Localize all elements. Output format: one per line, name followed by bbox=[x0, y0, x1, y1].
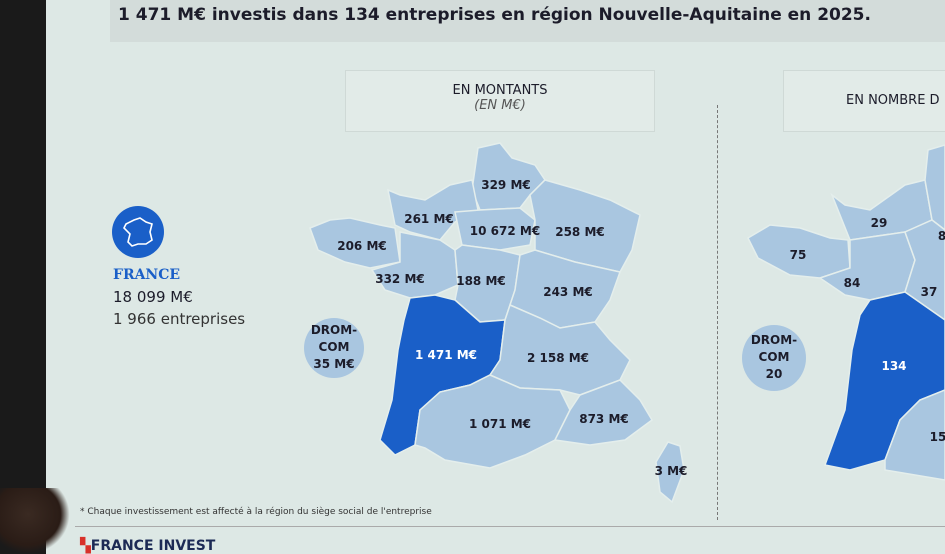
count-label-idf: 8 bbox=[938, 229, 945, 243]
drom-com-amount: DROM- COM 35 M€ bbox=[304, 318, 364, 378]
drom-label: DROM- bbox=[750, 333, 798, 347]
drom-label: COM bbox=[318, 340, 350, 354]
counts-header: EN NOMBRE D bbox=[846, 93, 940, 108]
amounts-header: EN MONTANTS bbox=[452, 83, 548, 98]
count-region-occitanie[interactable] bbox=[884, 389, 945, 481]
drom-value: 20 bbox=[765, 367, 783, 381]
drom-label: DROM- bbox=[310, 323, 358, 337]
drom-value: 35 M€ bbox=[313, 357, 355, 371]
slide-title: 1 471 M€ investis dans 134 entreprises e… bbox=[118, 5, 871, 25]
logo-text: FRANCE INVEST bbox=[90, 538, 216, 554]
label-corse: 3 M€ bbox=[655, 464, 688, 478]
amounts-header-box: EN MONTANTS (EN M€) bbox=[345, 70, 655, 132]
label-normandie: 261 M€ bbox=[404, 212, 454, 226]
count-label-pdl: 84 bbox=[844, 276, 861, 290]
label-idf: 10 672 M€ bbox=[470, 224, 540, 238]
france-map-icon bbox=[112, 206, 164, 258]
france-label: FRANCE bbox=[113, 267, 181, 283]
footer-divider bbox=[75, 526, 945, 527]
label-pdl: 332 M€ bbox=[375, 272, 425, 286]
amounts-unit: (EN M€) bbox=[474, 98, 526, 113]
label-grandest: 258 M€ bbox=[555, 225, 605, 239]
label-na: 1 471 M€ bbox=[415, 348, 477, 362]
label-paca: 873 M€ bbox=[579, 412, 629, 426]
france-companies: 1 966 entreprises bbox=[113, 310, 246, 328]
label-ara: 2 158 M€ bbox=[527, 351, 589, 365]
label-bfc: 243 M€ bbox=[543, 285, 593, 299]
count-region-north[interactable] bbox=[924, 144, 945, 231]
count-label-normandie: 29 bbox=[871, 216, 888, 230]
count-region-centre[interactable] bbox=[904, 219, 945, 321]
count-label-na: 134 bbox=[881, 359, 906, 373]
counts-header-box: EN NOMBRE D bbox=[783, 70, 945, 132]
title-bar bbox=[110, 0, 945, 42]
drom-com-count: DROM- COM 20 bbox=[742, 325, 806, 391]
count-region-bretagne[interactable] bbox=[747, 224, 851, 279]
region-grandest[interactable] bbox=[529, 179, 641, 273]
france-invest-logo: ▚FRANCE INVEST bbox=[80, 538, 215, 554]
region-paca[interactable] bbox=[553, 379, 653, 446]
label-occitanie: 1 071 M€ bbox=[469, 417, 531, 431]
france-amount: 18 099 M€ bbox=[113, 288, 193, 306]
logo-mark-icon: ▚ bbox=[80, 538, 91, 554]
label-centre: 188 M€ bbox=[456, 274, 506, 288]
count-label-bretagne: 75 bbox=[790, 248, 807, 262]
count-label-occitanie: 15 bbox=[930, 430, 945, 444]
region-corse[interactable] bbox=[655, 441, 685, 504]
count-label-centre: 37 bbox=[921, 285, 938, 299]
divider bbox=[717, 105, 718, 520]
presenter bbox=[0, 488, 70, 554]
drom-label: COM bbox=[758, 350, 790, 364]
region-bretagne[interactable] bbox=[309, 217, 401, 269]
label-bretagne: 206 M€ bbox=[337, 239, 387, 253]
footnote: * Chaque investissement est affecté à la… bbox=[80, 507, 432, 517]
label-hdf: 329 M€ bbox=[481, 178, 531, 192]
